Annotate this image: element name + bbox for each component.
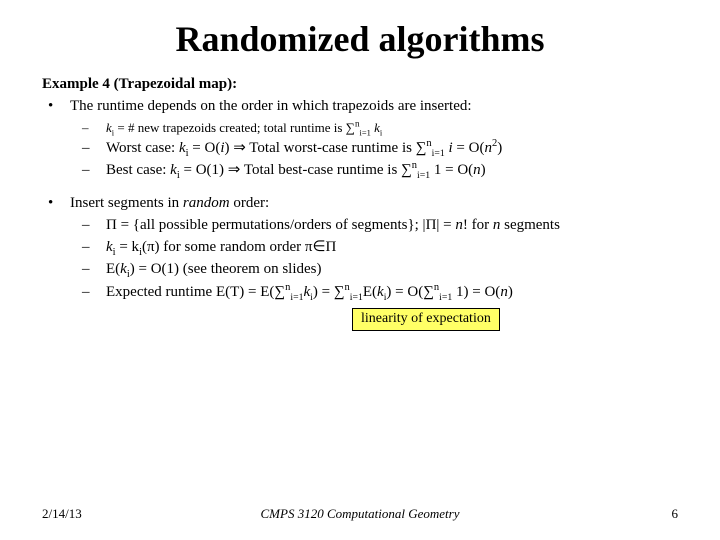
dash-icon: – bbox=[82, 160, 106, 180]
bullet-random-order: • Insert segments in random order: bbox=[42, 193, 678, 213]
slide-content: Example 4 (Trapezoidal map): • The runti… bbox=[42, 74, 678, 331]
slide-footer: 2/14/13 CMPS 3120 Computational Geometry… bbox=[0, 506, 720, 522]
dash-icon: – bbox=[82, 237, 106, 257]
subbullet-text: Worst case: ki = O(i) ⇒ Total worst-case… bbox=[106, 138, 678, 158]
subbullet-text: ki = # new trapezoids created; total run… bbox=[106, 119, 678, 137]
subbullet-expected-runtime: – Expected runtime E(T) = E(∑ni=1ki) = ∑… bbox=[42, 282, 678, 302]
slide: Randomized algorithms Example 4 (Trapezo… bbox=[0, 0, 720, 540]
subbullet-ki-def: – ki = # new trapezoids created; total r… bbox=[42, 119, 678, 137]
slide-title: Randomized algorithms bbox=[42, 18, 678, 60]
subbullet-text: Π = {all possible permutations/orders of… bbox=[106, 215, 678, 235]
subbullet-eki: – E(ki) = O(1) (see theorem on slides) bbox=[42, 259, 678, 279]
linearity-box: linearity of expectation bbox=[352, 308, 500, 331]
footer-course: CMPS 3120 Computational Geometry bbox=[261, 506, 460, 522]
footer-date: 2/14/13 bbox=[42, 506, 82, 522]
subbullet-worst-case: – Worst case: ki = O(i) ⇒ Total worst-ca… bbox=[42, 138, 678, 158]
bullet-text: Insert segments in random order: bbox=[70, 193, 678, 213]
subbullet-ki-pi: – ki = ki(π) for some random order π∈Π bbox=[42, 237, 678, 257]
example-heading: Example 4 (Trapezoidal map): bbox=[42, 74, 678, 94]
bullet-runtime-depends: • The runtime depends on the order in wh… bbox=[42, 96, 678, 116]
subbullet-best-case: – Best case: ki = O(1) ⇒ Total best-case… bbox=[42, 160, 678, 180]
linearity-box-wrapper: linearity of expectation bbox=[42, 304, 678, 331]
dash-icon: – bbox=[82, 215, 106, 235]
bullet-dot-icon: • bbox=[42, 96, 70, 116]
dash-icon: – bbox=[82, 282, 106, 302]
subbullet-text: ki = ki(π) for some random order π∈Π bbox=[106, 237, 678, 257]
subbullet-text: Expected runtime E(T) = E(∑ni=1ki) = ∑ni… bbox=[106, 282, 678, 302]
bullet-text: The runtime depends on the order in whic… bbox=[70, 96, 678, 116]
subbullet-permutations: – Π = {all possible permutations/orders … bbox=[42, 215, 678, 235]
subbullet-text: E(ki) = O(1) (see theorem on slides) bbox=[106, 259, 678, 279]
subbullet-text: Best case: ki = O(1) ⇒ Total best-case r… bbox=[106, 160, 678, 180]
footer-page-number: 6 bbox=[672, 506, 679, 522]
bullet-dot-icon: • bbox=[42, 193, 70, 213]
dash-icon: – bbox=[82, 138, 106, 158]
dash-icon: – bbox=[82, 259, 106, 279]
dash-icon: – bbox=[82, 119, 106, 137]
